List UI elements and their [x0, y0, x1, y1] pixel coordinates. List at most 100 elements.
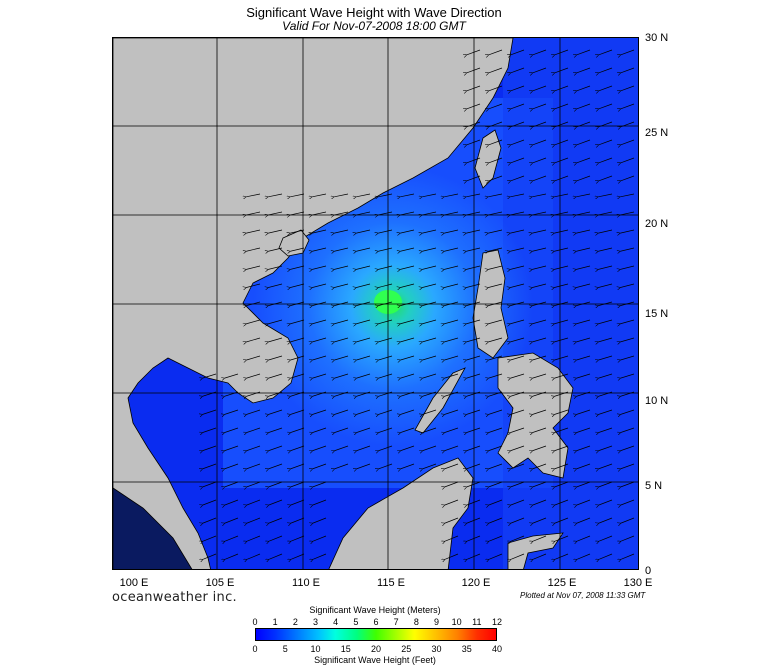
wave-arrow [291, 427, 305, 432]
wave-arrow [533, 103, 547, 109]
wave-arrow [291, 553, 305, 559]
wave-arrow [247, 463, 261, 469]
wave-arrow [357, 337, 371, 342]
wave-arrow [400, 193, 415, 197]
wave-arrow [621, 499, 635, 505]
wave-arrow [444, 283, 459, 287]
wave-arrow [400, 229, 415, 233]
lon-label: 125 E [547, 577, 577, 589]
wave-arrow [291, 319, 305, 324]
wave-arrow [511, 49, 525, 55]
wave-arrow [313, 427, 327, 432]
wave-arrow [334, 301, 349, 306]
wave-arrow [489, 409, 503, 414]
wave-arrow [577, 445, 591, 451]
wave-arrow [268, 193, 283, 197]
wave-arrow [489, 85, 503, 91]
legend-tick-meters: 8 [413, 617, 419, 627]
land-sulawesi [507, 532, 564, 569]
wave-arrow [489, 517, 503, 523]
wave-arrow [225, 445, 239, 451]
wave-arrow [533, 391, 547, 396]
wave-arrow [510, 283, 525, 287]
wave-arrow [554, 283, 569, 287]
legend-tick-feet: 10 [310, 644, 321, 654]
wave-arrow [290, 247, 305, 251]
wave-arrow [599, 85, 613, 91]
wave-arrow [533, 499, 547, 505]
wave-arrow [621, 355, 635, 360]
land-borneo [328, 457, 474, 569]
wave-arrow [532, 265, 547, 269]
wave-direction-arrows [203, 49, 635, 559]
legend-tick-feet: 40 [491, 644, 502, 654]
wave-arrow [533, 481, 547, 487]
wave-arrow [467, 319, 481, 324]
wave-arrow [290, 283, 305, 287]
wave-arrow [401, 445, 415, 451]
wave-arrow [467, 535, 481, 541]
legend-tick-meters: 1 [272, 617, 278, 627]
wave-arrow [577, 535, 591, 541]
wave-arrow [225, 427, 239, 432]
legend-tick-meters: 6 [373, 617, 379, 627]
wave-arrow [577, 121, 591, 127]
brand-logo-text: oceanweather inc. [112, 590, 237, 605]
wave-arrow [246, 211, 261, 215]
wave-arrow [621, 517, 635, 523]
wave-arrow [599, 355, 613, 360]
wave-arrow [291, 445, 305, 451]
wave-arrow [466, 229, 481, 233]
wave-arrow [247, 517, 261, 523]
wave-arrow [467, 157, 481, 163]
wave-arrow [511, 427, 525, 432]
wave-arrow [291, 463, 305, 469]
wave-arrow [203, 445, 217, 451]
wave-arrow [445, 427, 459, 432]
wave-arrow [620, 283, 635, 287]
wave-arrow [555, 373, 569, 378]
wave-arrow [511, 175, 525, 181]
wave-arrow [598, 247, 613, 251]
wave-arrow [466, 301, 481, 306]
wave-arrow [599, 517, 613, 523]
wave-arrow [312, 211, 327, 215]
wave-arrow [335, 463, 349, 469]
wave-arrow [356, 211, 371, 215]
wave-arrow [467, 391, 481, 396]
wave-arrow [577, 157, 591, 163]
lon-label: 130 E [623, 577, 653, 589]
wave-arrow [599, 535, 613, 541]
wave-arrow [247, 499, 261, 505]
wave-arrow [467, 373, 481, 378]
wave-arrow [511, 463, 525, 469]
wave-arrow [247, 427, 261, 432]
wave-arrow [467, 463, 481, 469]
lon-label: 120 E [461, 577, 491, 589]
wave-arrow [510, 211, 525, 215]
wave-arrow [533, 355, 547, 360]
wave-arrow [511, 445, 525, 451]
wave-arrow [511, 121, 525, 127]
wave-arrow [203, 427, 217, 432]
wave-arrow [532, 301, 547, 306]
wave-arrow [577, 427, 591, 432]
land-mainland-asia [113, 38, 514, 569]
wave-arrow [533, 157, 547, 163]
wave-arrow [599, 427, 613, 432]
wave-arrow [577, 481, 591, 487]
wave-arrow [357, 319, 371, 324]
wave-arrow [422, 247, 437, 251]
wave-arrow [268, 211, 283, 215]
wave-arrow [489, 445, 503, 451]
legend-tick-meters: 4 [333, 617, 339, 627]
wave-arrow [203, 535, 217, 541]
wave-arrow [268, 301, 283, 306]
wave-arrow [599, 49, 613, 55]
wave-arrow [290, 301, 305, 306]
wave-arrow [511, 355, 525, 360]
wave-arrow [577, 319, 591, 324]
wave-arrow [422, 211, 437, 215]
wave-arrow [357, 445, 371, 451]
wave-arrow [621, 103, 635, 109]
